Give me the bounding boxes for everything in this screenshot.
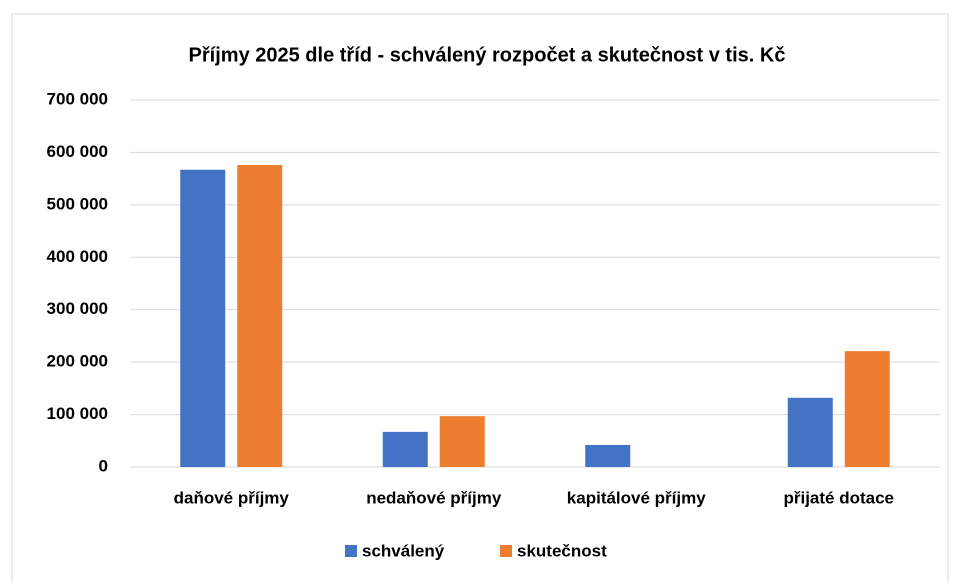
bar bbox=[787, 397, 833, 467]
chart-title: Příjmy 2025 dle tříd - schválený rozpoče… bbox=[189, 44, 786, 66]
x-tick-label: přijaté dotace bbox=[783, 488, 894, 507]
y-tick-label: 300 000 bbox=[47, 299, 108, 318]
chart-frame bbox=[11, 13, 949, 583]
legend-swatch bbox=[345, 545, 357, 557]
legend-label: schválený bbox=[362, 541, 445, 560]
legend-swatch bbox=[500, 545, 512, 557]
bar bbox=[439, 416, 485, 467]
x-tick-label: daňové příjmy bbox=[174, 488, 290, 507]
bar bbox=[180, 169, 226, 468]
y-tick-label: 400 000 bbox=[47, 247, 108, 266]
y-tick-label: 100 000 bbox=[47, 404, 108, 423]
bar bbox=[585, 444, 631, 467]
y-tick-label: 200 000 bbox=[47, 352, 108, 371]
x-tick-label: kapitálové příjmy bbox=[567, 488, 706, 507]
legend-label: skutečnost bbox=[517, 541, 607, 560]
y-tick-label: 700 000 bbox=[47, 89, 108, 108]
y-tick-label: 0 bbox=[99, 456, 108, 475]
bar bbox=[844, 351, 890, 467]
y-tick-label: 600 000 bbox=[47, 142, 108, 161]
x-tick-label: nedaňové příjmy bbox=[366, 488, 502, 507]
bar bbox=[382, 431, 428, 467]
bar bbox=[237, 165, 283, 468]
y-tick-label: 500 000 bbox=[47, 194, 108, 213]
